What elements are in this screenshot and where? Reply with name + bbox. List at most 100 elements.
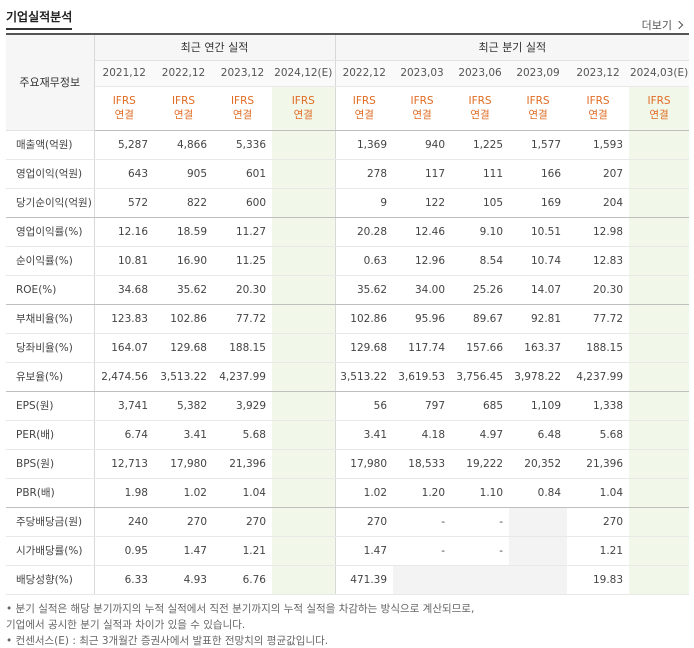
value-cell: 102.86 xyxy=(154,304,213,334)
section-title: 기업실적분석 xyxy=(6,8,73,30)
row-label: 당기순이익(억원) xyxy=(6,188,95,218)
annual-header: 최근 연간 실적 xyxy=(94,33,336,61)
value-cell: 4,237.99 xyxy=(567,362,630,392)
value-cell: 1,109 xyxy=(509,391,568,421)
value-cell xyxy=(629,159,690,189)
value-cell: 6.48 xyxy=(509,420,568,450)
value-cell: 10.74 xyxy=(509,246,568,276)
value-cell: 3,741 xyxy=(94,391,154,421)
value-cell xyxy=(272,217,336,247)
value-cell: 17,980 xyxy=(335,449,394,479)
value-cell xyxy=(629,420,690,450)
value-cell: 3,619.53 xyxy=(393,362,452,392)
header-row-periods: 2021,12 2022,12 2023,12 2024,12(E) 2022,12 20… xyxy=(6,60,690,87)
value-cell: 77.72 xyxy=(567,304,630,334)
ifrs-label: IFRS 연결 xyxy=(451,86,510,131)
table-row: 순이익률(%) 10.81 16.90 11.25 0.63 12.96 8.54 10.74… xyxy=(6,246,690,276)
table-row: 배당성향(%) 6.33 4.93 6.76 471.39 19.83 xyxy=(6,565,690,595)
value-cell: 25.26 xyxy=(451,275,510,305)
value-cell: 1.02 xyxy=(154,478,213,508)
row-label: 배당성향(%) xyxy=(6,565,95,595)
ifrs-label: IFRS 연결 xyxy=(213,86,272,131)
more-link-label: 더보기 xyxy=(641,19,672,32)
ifrs-consolidated: 연결 xyxy=(528,109,548,121)
value-cell: 21,396 xyxy=(213,449,272,479)
value-cell xyxy=(272,130,336,160)
row-label: 주당배당금(원) xyxy=(6,507,95,537)
table-row: 매출액(억원) 5,287 4,866 5,336 1,369 940 1,225 1,577… xyxy=(6,130,690,160)
table-row: EPS(원) 3,741 5,382 3,929 56 797 685 1,109 1,338 xyxy=(6,391,690,421)
value-cell xyxy=(451,565,510,595)
ifrs-label: IFRS 연결 xyxy=(154,86,213,131)
ifrs-label: IFRS 연결 xyxy=(335,86,394,131)
value-cell: 14.07 xyxy=(509,275,568,305)
value-cell: 1.47 xyxy=(154,536,213,566)
value-cell xyxy=(272,159,336,189)
value-cell: - xyxy=(393,507,452,537)
value-cell: 166 xyxy=(509,159,568,189)
value-cell xyxy=(272,449,336,479)
ifrs-standard: IFRS xyxy=(291,95,315,107)
more-link[interactable]: 더보기 xyxy=(641,17,684,33)
header-row-group: 주요재무정보 최근 연간 실적 최근 분기 실적 xyxy=(6,33,690,131)
value-cell: 5,287 xyxy=(94,130,154,160)
value-cell: 117.74 xyxy=(393,333,452,363)
value-cell: 0.63 xyxy=(335,246,394,276)
value-cell: 3.41 xyxy=(335,420,394,450)
row-label: BPS(원) xyxy=(6,449,95,479)
value-cell: 20,352 xyxy=(509,449,568,479)
ifrs-consolidated: 연결 xyxy=(470,109,490,121)
value-cell xyxy=(629,478,690,508)
value-cell: 1.02 xyxy=(335,478,394,508)
value-cell: 4,237.99 xyxy=(213,362,272,392)
value-cell xyxy=(272,246,336,276)
value-cell: 122 xyxy=(393,188,452,218)
value-cell: 4.18 xyxy=(393,420,452,450)
value-cell: 164.07 xyxy=(94,333,154,363)
value-cell xyxy=(272,362,336,392)
value-cell: 685 xyxy=(451,391,510,421)
ifrs-standard: IFRS xyxy=(586,95,610,107)
value-cell: 102.86 xyxy=(335,304,394,334)
row-label: ROE(%) xyxy=(6,275,95,305)
row-label: PBR(배) xyxy=(6,478,95,508)
value-cell: 3,929 xyxy=(213,391,272,421)
value-cell: 6.74 xyxy=(94,420,154,450)
value-cell: 1.98 xyxy=(94,478,154,508)
row-label: 시가배당률(%) xyxy=(6,536,95,566)
value-cell: 270 xyxy=(154,507,213,537)
value-cell xyxy=(509,507,568,537)
row-label: 당좌비율(%) xyxy=(6,333,95,363)
value-cell xyxy=(272,478,336,508)
table-row: 시가배당률(%) 0.95 1.47 1.21 1.47- -1.21 xyxy=(6,536,690,566)
row-label: 유보율(%) xyxy=(6,362,95,392)
value-cell: 940 xyxy=(393,130,452,160)
value-cell xyxy=(272,333,336,363)
section-header: 기업실적분석 더보기 xyxy=(6,8,686,34)
period-header: 2022,12 xyxy=(335,60,394,87)
ifrs-consolidated: 연결 xyxy=(354,109,374,121)
value-cell xyxy=(272,188,336,218)
value-cell: 3,978.22 xyxy=(509,362,568,392)
value-cell: 92.81 xyxy=(509,304,568,334)
value-cell: 11.25 xyxy=(213,246,272,276)
period-header: 2022,12 xyxy=(154,60,213,87)
value-cell: 204 xyxy=(567,188,630,218)
quarterly-header: 최근 분기 실적 xyxy=(335,33,690,61)
value-cell: - xyxy=(451,507,510,537)
value-cell: 0.84 xyxy=(509,478,568,508)
footnotes: • 분기 실적은 해당 분기까지의 누적 실적에서 직전 분기까지의 누적 실적… xyxy=(6,601,474,648)
footnote-line: • 분기 실적은 해당 분기까지의 누적 실적에서 직전 분기까지의 누적 실적… xyxy=(6,603,475,615)
value-cell: 188.15 xyxy=(567,333,630,363)
value-cell: 129.68 xyxy=(154,333,213,363)
period-header: 2021,12 xyxy=(94,60,154,87)
value-cell xyxy=(272,391,336,421)
period-header: 2023,09 xyxy=(509,60,568,87)
value-cell: 1.04 xyxy=(213,478,272,508)
table-row: BPS(원) 12,713 17,980 21,396 17,980 18,533 19,2… xyxy=(6,449,690,479)
ifrs-consolidated: 연결 xyxy=(588,109,608,121)
value-cell: 1.21 xyxy=(567,536,630,566)
value-cell xyxy=(629,304,690,334)
period-header: 2024,12(E) xyxy=(272,60,336,87)
table-row: 영업이익률(%) 12.16 18.59 11.27 20.28 12.46 9.10 10.… xyxy=(6,217,690,247)
